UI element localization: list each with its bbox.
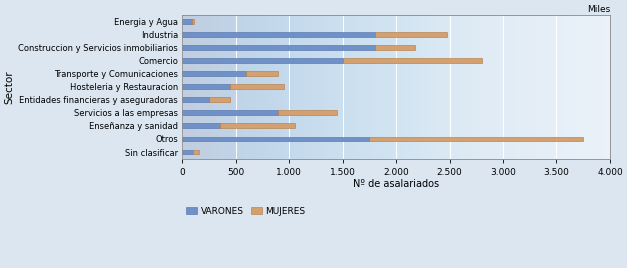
Bar	[193, 150, 199, 154]
Bar	[182, 98, 209, 102]
Bar	[342, 58, 482, 63]
Bar	[278, 110, 337, 116]
Y-axis label: Sector: Sector	[4, 70, 14, 104]
Text: Miles: Miles	[587, 5, 610, 14]
Bar	[182, 32, 375, 37]
Bar	[182, 45, 375, 50]
Bar	[182, 58, 342, 63]
Bar	[182, 84, 230, 89]
Bar	[182, 71, 246, 76]
Bar	[182, 136, 369, 142]
Bar	[182, 110, 278, 116]
Bar	[219, 124, 295, 128]
Legend: VARONES, MUJERES: VARONES, MUJERES	[182, 203, 309, 219]
X-axis label: Nº de asalariados: Nº de asalariados	[353, 179, 439, 189]
Bar	[246, 71, 278, 76]
Bar	[192, 19, 194, 24]
Bar	[230, 84, 284, 89]
Bar	[182, 19, 192, 24]
Bar	[375, 45, 415, 50]
Bar	[375, 32, 448, 37]
Bar	[182, 150, 193, 154]
Bar	[182, 124, 219, 128]
Bar	[369, 136, 583, 142]
Bar	[209, 98, 230, 102]
